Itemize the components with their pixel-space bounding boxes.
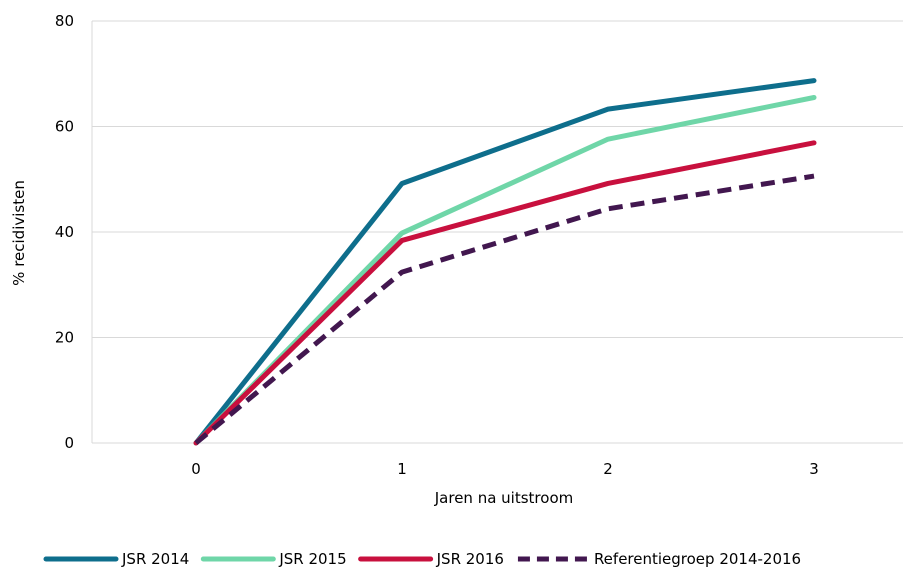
- series-line-3: [193, 140, 817, 446]
- x-tick-label: 2: [603, 460, 613, 478]
- x-axis-ticks: 0 1 2 3: [191, 460, 819, 478]
- y-tick-label: 40: [55, 223, 74, 241]
- y-tick-label: 60: [55, 118, 74, 136]
- series-line-4: [194, 173, 815, 445]
- legend-label: Referentiegroep 2014-2016: [594, 550, 801, 568]
- y-tick-label: 80: [55, 12, 74, 30]
- series: [193, 78, 817, 446]
- x-tick-label: 1: [397, 460, 407, 478]
- series-line-1: [193, 78, 817, 446]
- series-line-2: [193, 94, 817, 446]
- y-tick-label: 20: [55, 329, 74, 347]
- grid: [91, 20, 903, 444]
- x-tick-label: 3: [809, 460, 819, 478]
- legend-label: JSR 2016: [436, 550, 504, 568]
- y-axis-ticks: 0 20 40 60 80: [55, 12, 74, 452]
- legend-item: JSR 2014: [43, 550, 189, 568]
- y-tick-label: 0: [64, 434, 74, 452]
- x-axis-label: Jaren na uitstroom: [434, 489, 573, 507]
- x-tick-label: 0: [191, 460, 201, 478]
- legend: JSR 2014 JSR 2015 JSR 2016 Referentiegroep …: [43, 550, 801, 568]
- legend-item: JSR 2015: [200, 550, 347, 568]
- legend-label: JSR 2015: [278, 550, 346, 568]
- legend-label: JSR 2014: [121, 550, 189, 568]
- legend-item: Referentiegroep 2014-2016: [517, 550, 801, 568]
- y-axis-label: % recidivisten: [10, 180, 28, 286]
- legend-item: JSR 2016: [358, 550, 504, 568]
